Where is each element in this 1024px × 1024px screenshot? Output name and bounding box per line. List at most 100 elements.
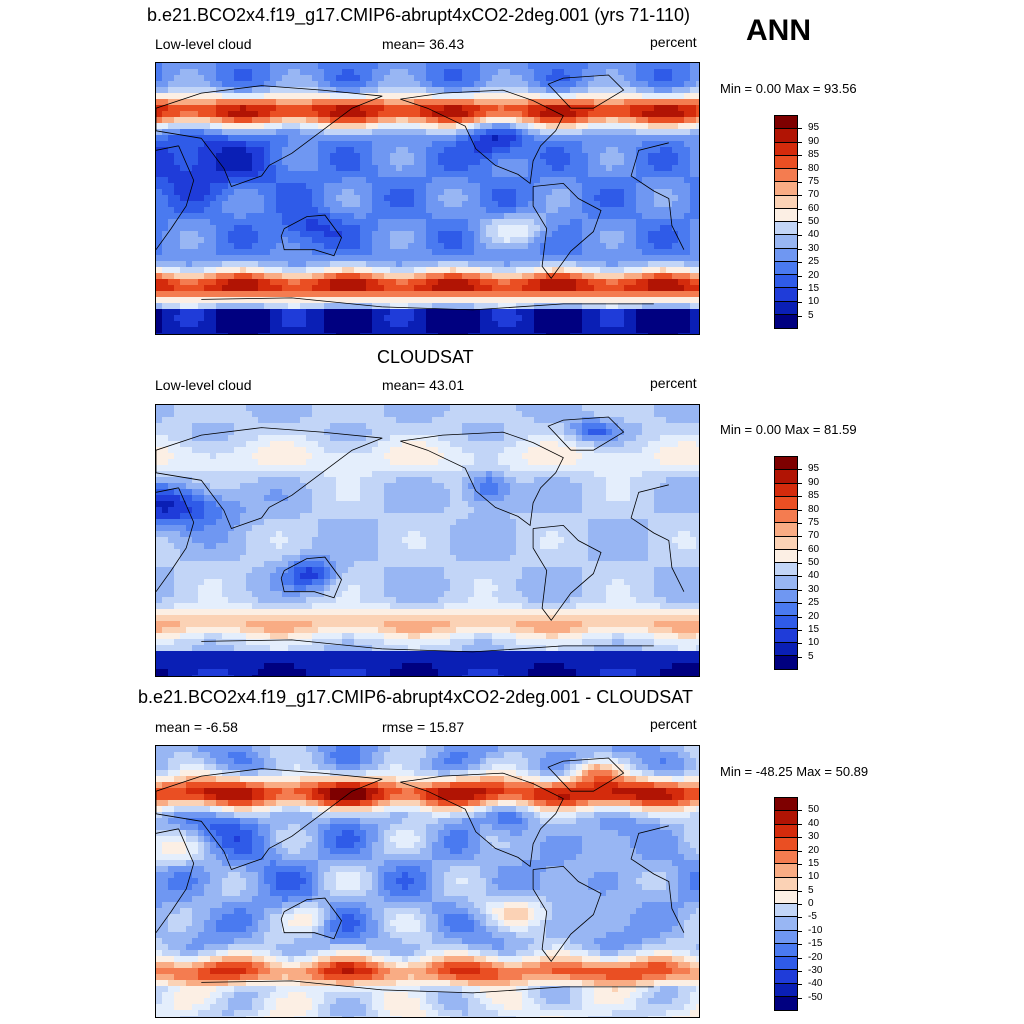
map-cell <box>432 267 439 274</box>
map-cell <box>474 321 481 328</box>
map-cell <box>642 195 649 202</box>
map-cell <box>192 165 199 172</box>
map-cell <box>576 75 583 82</box>
map-cell <box>264 267 271 274</box>
map-cell <box>660 279 667 286</box>
map-cell <box>690 261 697 268</box>
map-cell <box>630 441 637 448</box>
map-cell <box>456 261 463 268</box>
map-cell <box>450 135 457 142</box>
map-cell <box>432 315 439 322</box>
map-cell <box>312 321 319 328</box>
map-cell <box>312 219 319 226</box>
map-cell <box>564 237 571 244</box>
map-cell <box>432 117 439 124</box>
map-cell <box>318 309 325 316</box>
map-cell <box>384 99 391 106</box>
map-cell <box>570 207 577 214</box>
map-cell <box>678 279 685 286</box>
map-cell <box>270 411 277 418</box>
map-cell <box>372 99 379 106</box>
map-cell <box>360 171 367 178</box>
map-cell <box>312 405 319 412</box>
map-cell <box>246 105 253 112</box>
map-cell <box>546 75 553 82</box>
map-cell <box>534 273 541 280</box>
map-cell <box>654 117 661 124</box>
map-cell <box>480 117 487 124</box>
map-cell <box>324 69 331 76</box>
map-cell <box>168 237 175 244</box>
map-cell <box>222 99 229 106</box>
map-cell <box>438 231 445 238</box>
map-cell <box>564 279 571 286</box>
map-cell <box>252 99 259 106</box>
map-cell <box>288 327 295 334</box>
map-cell <box>696 195 699 202</box>
map-cell <box>594 423 601 430</box>
map-cell <box>378 441 385 448</box>
map-cell <box>618 165 625 172</box>
map-cell <box>246 129 253 136</box>
map-cell <box>582 327 589 334</box>
map-cell <box>270 333 277 334</box>
map-cell <box>468 195 475 202</box>
map-cell <box>402 171 409 178</box>
map-cell <box>204 297 211 304</box>
map-cell <box>624 405 631 412</box>
map-cell <box>462 93 469 100</box>
map-cell <box>564 87 571 94</box>
map-cell <box>582 291 589 298</box>
map-cell <box>678 225 685 232</box>
map-cell <box>306 303 313 310</box>
map-cell <box>384 285 391 292</box>
map-cell <box>330 117 337 124</box>
map-cell <box>468 201 475 208</box>
map-cell <box>312 273 319 280</box>
map-cell <box>378 129 385 136</box>
map-cell <box>636 87 643 94</box>
map-cell <box>240 405 247 412</box>
map-cell <box>264 243 271 250</box>
map-cell <box>246 327 253 334</box>
map-cell <box>330 261 337 268</box>
map-cell <box>192 441 199 448</box>
map-cell <box>276 111 283 118</box>
map-cell <box>618 321 625 328</box>
map-cell <box>174 255 181 262</box>
map-cell <box>372 315 379 322</box>
map-cell <box>222 69 229 76</box>
map-cell <box>546 201 553 208</box>
map-cell <box>534 123 541 130</box>
map-cell <box>648 171 655 178</box>
map-cell <box>420 141 427 148</box>
map-cell <box>306 75 313 82</box>
map-cell <box>354 321 361 328</box>
map-cell <box>564 147 571 154</box>
map-cell <box>672 315 679 322</box>
map-cell <box>396 129 403 136</box>
map-cell <box>300 63 307 70</box>
map-cell <box>240 423 247 430</box>
map-cell <box>636 273 643 280</box>
map-cell <box>408 435 415 442</box>
map-cell <box>414 159 421 166</box>
map-cell <box>396 111 403 118</box>
map-cell <box>660 417 667 424</box>
map-cell <box>576 417 583 424</box>
map-cell <box>678 99 685 106</box>
map-cell <box>612 177 619 184</box>
map-cell <box>546 81 553 88</box>
map-cell <box>618 255 625 262</box>
map-cell <box>156 213 163 220</box>
map-cell <box>192 75 199 82</box>
map-cell <box>414 249 421 256</box>
map-cell <box>216 285 223 292</box>
map-cell <box>378 81 385 88</box>
map-cell <box>282 261 289 268</box>
map-cell <box>480 291 487 298</box>
map-cell <box>684 417 691 424</box>
map-cell <box>174 309 181 316</box>
map-cell <box>444 105 451 112</box>
map-cell <box>204 285 211 292</box>
